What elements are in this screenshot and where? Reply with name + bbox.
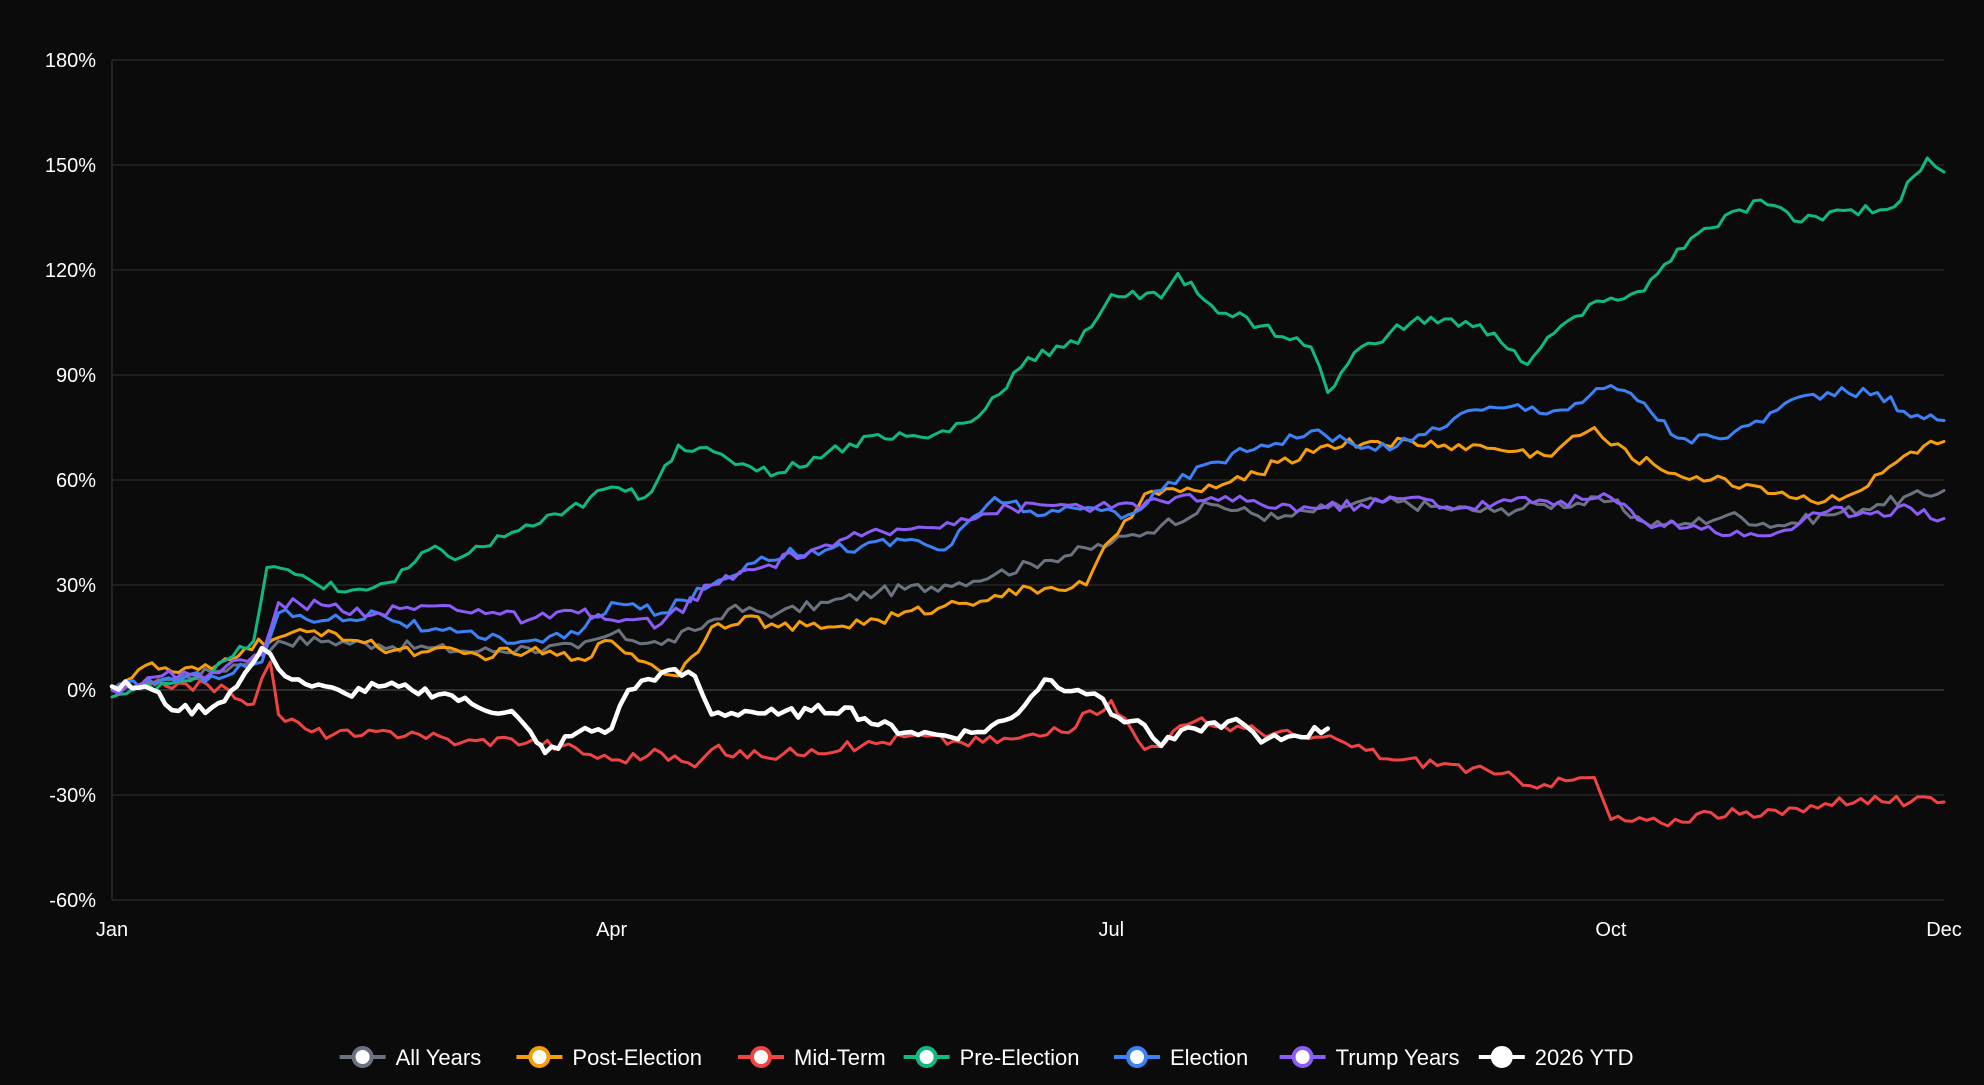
series-layer xyxy=(109,156,1946,828)
y-tick-label: -60% xyxy=(49,890,96,912)
legend-label: All Years xyxy=(396,1045,482,1070)
legend-label: Election xyxy=(1170,1045,1248,1070)
legend-item[interactable]: All Years xyxy=(339,1045,482,1070)
legend-marker xyxy=(1291,1046,1314,1068)
x-tick-label: Jan xyxy=(96,919,128,941)
series-line-pre-election xyxy=(110,156,1946,699)
y-tick-label: 90% xyxy=(56,365,96,387)
series-line-mid-term xyxy=(110,660,1946,828)
legend-item[interactable]: Post-Election xyxy=(516,1045,702,1070)
legend-item[interactable]: 2026 YTD xyxy=(1478,1045,1634,1070)
axis-layer: 180% 150% 120% 90% 60% 30% 0% -30% -60%Jan Apr Jul… xyxy=(45,50,1962,941)
series-line-trump-years xyxy=(110,492,1946,696)
legend-label: Pre-Election xyxy=(960,1045,1080,1070)
series-line-2026-ytd xyxy=(109,645,1331,756)
y-tick-label: 180% xyxy=(45,50,96,72)
legend-item[interactable]: Pre-Election xyxy=(903,1045,1080,1070)
series-line-post-election xyxy=(110,426,1946,692)
y-tick-label: -30% xyxy=(49,785,96,807)
legend-item[interactable]: Trump Years xyxy=(1279,1045,1460,1070)
legend-label: Post-Election xyxy=(572,1045,702,1070)
x-tick-label: Dec xyxy=(1926,919,1962,941)
grid-layer xyxy=(112,59,1944,901)
series-line-all-years xyxy=(110,489,1946,692)
legend-marker xyxy=(750,1046,772,1068)
y-tick-label: 30% xyxy=(56,575,96,597)
legend-item[interactable]: Election xyxy=(1114,1045,1248,1070)
y-tick-label: 0% xyxy=(67,680,96,702)
legend-marker xyxy=(528,1046,551,1068)
legend-marker xyxy=(915,1046,938,1068)
legend-marker xyxy=(1126,1046,1148,1068)
y-tick-label: 120% xyxy=(45,260,96,282)
x-tick-label: Apr xyxy=(596,919,627,941)
y-tick-label: 150% xyxy=(45,155,96,177)
x-tick-label: Jul xyxy=(1098,919,1124,941)
legend-item[interactable]: Mid-Term xyxy=(738,1045,886,1070)
x-tick-label: Oct xyxy=(1595,919,1627,941)
legend-label: Mid-Term xyxy=(794,1045,886,1070)
y-tick-label: 60% xyxy=(56,470,96,492)
legend: All Years Post-Election Mid-Term Pre-Electi… xyxy=(339,1045,1634,1070)
legend-label: Trump Years xyxy=(1336,1045,1460,1070)
legend-label: 2026 YTD xyxy=(1535,1045,1634,1070)
series-line-election xyxy=(110,384,1946,692)
legend-marker xyxy=(1490,1046,1513,1068)
legend-marker xyxy=(351,1046,374,1068)
